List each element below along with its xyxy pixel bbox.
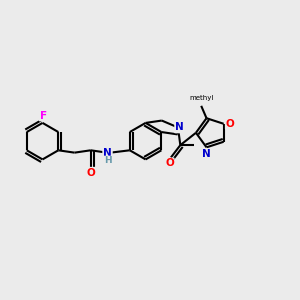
Text: N: N [103, 148, 112, 158]
Text: O: O [86, 168, 95, 178]
Text: O: O [165, 158, 174, 168]
Text: F: F [40, 110, 47, 121]
Text: methyl: methyl [189, 95, 213, 101]
Text: N: N [175, 122, 184, 133]
Text: N: N [202, 149, 211, 159]
Text: O: O [226, 119, 235, 129]
Text: H: H [104, 156, 111, 165]
